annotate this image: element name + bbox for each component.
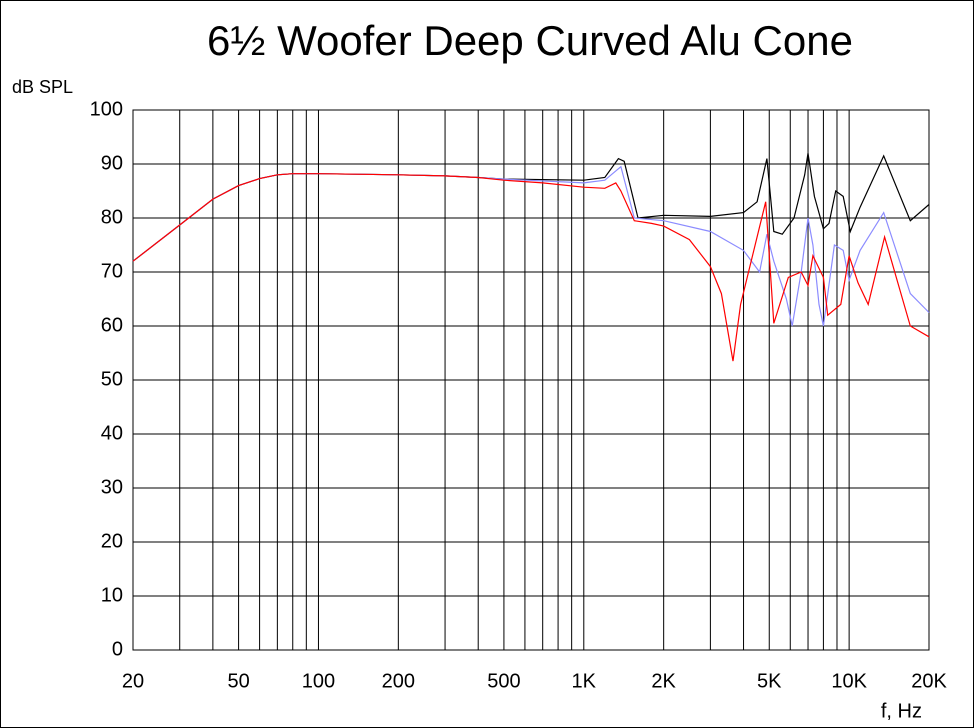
y-tick-label: 30 <box>101 476 123 498</box>
series-line <box>132 173 930 362</box>
x-tick-label: 100 <box>302 670 335 692</box>
x-axis-label: f, Hz <box>881 700 922 722</box>
y-tick-label: 60 <box>101 314 123 336</box>
x-tick-label: 1K <box>572 670 597 692</box>
chart-title: 6½ Woofer Deep Curved Alu Cone <box>207 17 853 64</box>
x-tick-label: 200 <box>382 670 415 692</box>
y-tick-label: 0 <box>112 638 123 660</box>
y-tick-label: 20 <box>101 530 123 552</box>
y-tick-label: 40 <box>101 422 123 444</box>
x-tick-label: 5K <box>757 670 782 692</box>
plot-frame <box>132 109 930 651</box>
y-tick-label: 100 <box>90 98 123 120</box>
x-tick-label: 50 <box>227 670 249 692</box>
y-tick-label: 50 <box>101 368 123 390</box>
x-tick-label: 2K <box>651 670 676 692</box>
x-tick-label: 500 <box>487 670 520 692</box>
y-axis-label: dB SPL <box>12 77 73 97</box>
y-tick-label: 80 <box>101 206 123 228</box>
x-tick-label: 20 <box>122 670 144 692</box>
x-tick-label: 20K <box>911 670 947 692</box>
y-tick-label: 70 <box>101 260 123 282</box>
y-tick-label: 90 <box>101 152 123 174</box>
y-tick-label: 10 <box>101 584 123 606</box>
x-tick-label: 10K <box>831 670 867 692</box>
